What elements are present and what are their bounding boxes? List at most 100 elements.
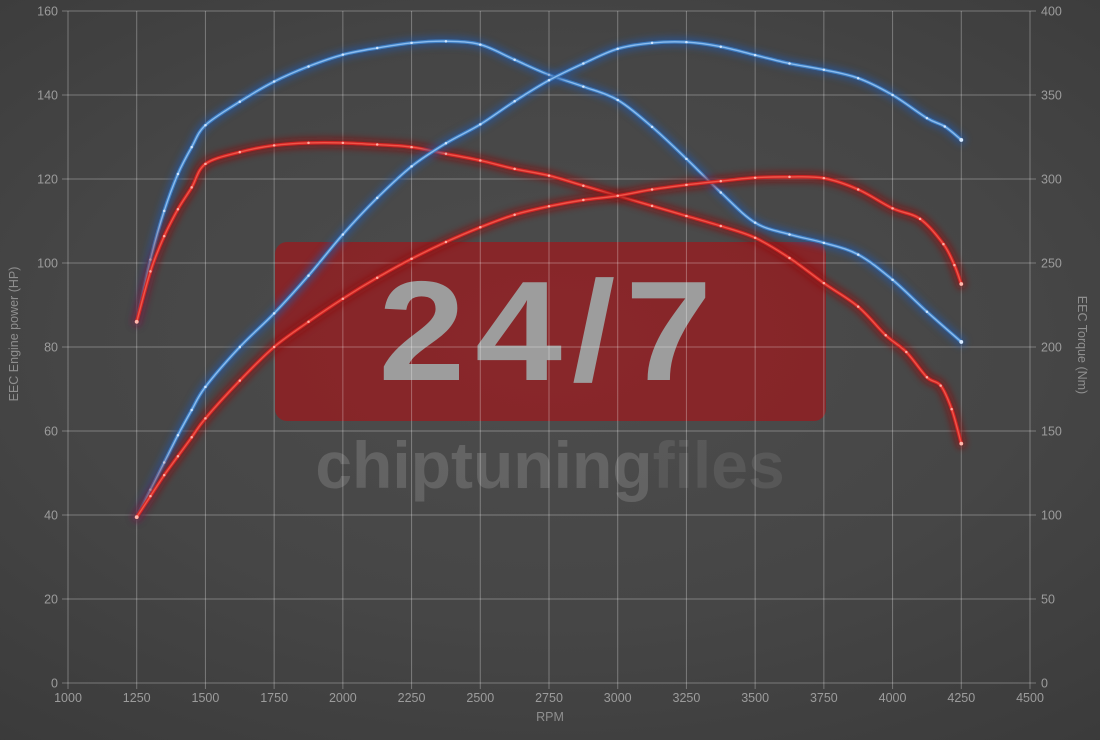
data-point-marker [272,144,276,147]
data-point-marker [918,217,922,221]
data-point-marker [149,494,152,498]
data-point-marker [341,141,345,145]
data-point-marker [307,320,310,324]
data-point-marker [856,305,860,308]
data-point-marker [939,384,942,387]
y-right-tick-label: 50 [1041,593,1055,607]
data-point-marker [616,98,619,102]
grid [67,10,1031,684]
data-point-marker [513,58,516,61]
data-point-marker [176,454,180,458]
data-point-marker [307,65,310,68]
y-left-tick-label: 100 [37,257,58,271]
data-point-marker [307,274,310,277]
x-tick-label: 4250 [947,691,975,705]
data-point-marker [753,221,757,224]
data-point-marker [134,515,139,519]
data-point-marker [375,46,379,50]
y-right-tick-label: 250 [1041,257,1062,271]
data-point-marker [582,85,585,88]
data-point-marker [582,198,585,202]
data-point-marker [959,340,964,344]
data-point-marker [856,253,860,256]
data-point-marker [238,150,242,154]
data-point-marker [444,152,448,156]
data-point-marker [272,345,276,349]
data-point-marker [822,281,826,285]
data-point-marker [685,214,688,218]
watermark-brand: chiptuningfiles [0,432,1100,498]
watermark-brand-bold: chiptuning [315,428,653,502]
data-point-marker [547,205,551,208]
data-point-marker [616,194,619,198]
data-point-marker [190,436,193,439]
data-point-marker [822,241,826,245]
data-point-marker [616,47,619,51]
data-point-marker [190,186,193,189]
y-right-tick-label: 350 [1041,89,1062,103]
data-point-marker [959,441,964,446]
data-point-marker [410,257,413,261]
data-point-marker [479,123,482,126]
data-point-marker [444,39,448,43]
y-left-tick-label: 20 [44,593,58,607]
y-left-axis-title: EEC Engine power (HP) [7,267,21,402]
data-point-marker [190,145,193,149]
x-tick-label: 3000 [604,691,632,705]
data-point-marker [204,385,207,389]
data-point-marker [444,240,448,244]
data-point-marker [650,125,654,129]
data-point-marker [238,379,242,382]
x-tick-label: 4500 [1016,691,1044,705]
y-left-tick-label: 40 [44,509,58,523]
watermark-badge-text: 24/7 [378,251,723,411]
x-tick-label: 2000 [329,691,357,705]
y-right-axis-title: EEC Torque (Nm) [1075,296,1089,394]
x-tick-label: 3250 [673,691,701,705]
data-point-marker [856,76,860,80]
x-tick-label: 1500 [192,691,220,705]
data-point-marker [176,172,180,176]
watermark-brand-light: files [652,428,785,502]
data-point-marker [788,256,791,260]
x-tick-label: 2250 [398,691,426,705]
data-point-marker [719,191,723,194]
data-point-marker [162,209,166,213]
y-right-tick-label: 400 [1041,5,1062,19]
data-point-marker [341,233,345,236]
data-point-marker [953,263,956,267]
data-point-marker [479,226,482,229]
data-point-marker [753,53,757,57]
data-point-marker [753,176,757,179]
series-power-tuned [131,36,967,523]
x-tick-label: 3500 [741,691,769,705]
data-point-marker [410,145,413,149]
y-right-tick-label: 100 [1041,509,1062,523]
x-tick-label: 1250 [123,691,151,705]
data-point-marker [341,53,345,56]
data-point-marker [547,79,551,82]
data-point-marker [788,62,791,65]
data-point-marker [943,125,947,128]
data-point-marker [513,167,516,171]
data-point-marker [925,310,929,313]
x-tick-label: 1000 [54,691,82,705]
x-tick-label: 1750 [260,691,288,705]
y-left-tick-label: 80 [44,341,58,355]
x-tick-label: 2750 [535,691,563,705]
data-point-marker [176,207,180,211]
data-point-marker [959,282,964,286]
data-point-marker [134,319,139,324]
data-point-marker [547,174,551,177]
data-point-marker [444,142,448,145]
data-point-marker [925,375,929,379]
data-point-marker [942,242,945,246]
data-point-marker [410,41,413,45]
data-point-marker [719,179,723,183]
data-point-marker [650,204,654,208]
data-point-marker [685,157,688,161]
data-point-marker [204,417,207,420]
